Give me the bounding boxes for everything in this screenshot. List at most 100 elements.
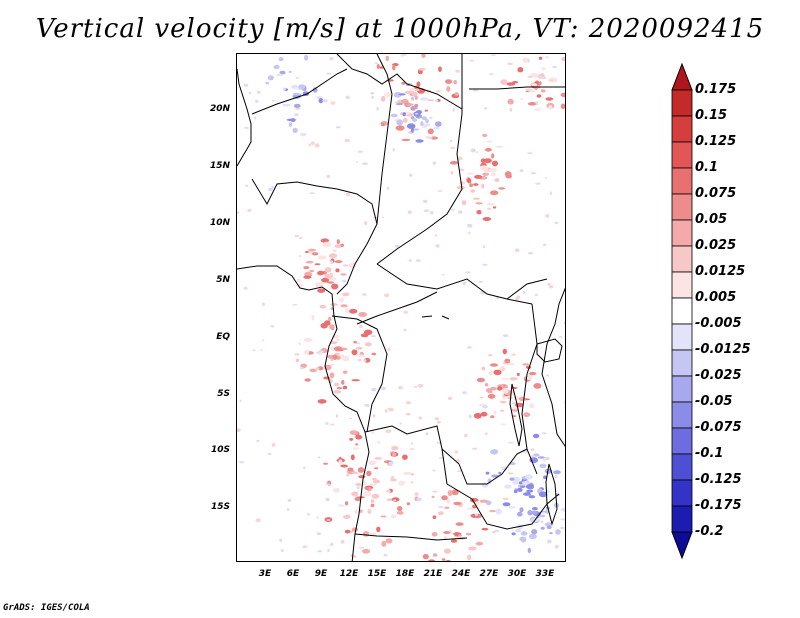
velocity-speck — [492, 531, 496, 534]
velocity-speck — [532, 507, 538, 511]
velocity-speck — [432, 553, 438, 557]
velocity-speck — [296, 278, 301, 283]
velocity-speck — [447, 396, 453, 401]
velocity-speck — [513, 489, 518, 494]
velocity-speck — [489, 370, 493, 377]
velocity-speck — [254, 116, 257, 120]
velocity-speck — [527, 59, 530, 63]
velocity-speck — [402, 454, 408, 460]
velocity-speck — [309, 368, 317, 373]
velocity-speck — [447, 490, 453, 497]
velocity-speck — [315, 367, 320, 371]
velocity-speck — [506, 82, 516, 86]
velocity-speck — [326, 174, 331, 179]
velocity-speck — [452, 108, 455, 112]
velocity-speck — [474, 174, 483, 179]
velocity-speck — [252, 349, 256, 352]
colorbar-label: -0.175 — [695, 498, 742, 513]
velocity-speck — [545, 56, 550, 59]
velocity-speck — [527, 509, 533, 516]
lake-malawi — [545, 463, 558, 526]
velocity-speck — [459, 181, 465, 185]
velocity-speck — [383, 553, 388, 557]
velocity-speck — [537, 75, 541, 79]
velocity-speck — [268, 187, 273, 192]
velocity-speck — [350, 454, 355, 461]
velocity-speck — [355, 434, 363, 440]
velocity-speck — [493, 369, 502, 376]
velocity-speck — [238, 461, 245, 464]
velocity-speck — [358, 312, 367, 317]
velocity-speck — [363, 491, 372, 497]
velocity-speck — [276, 73, 284, 77]
velocity-speck — [417, 68, 426, 71]
velocity-speck — [547, 283, 551, 286]
velocity-speck — [530, 510, 538, 515]
velocity-speck — [271, 185, 274, 189]
velocity-speck — [334, 244, 343, 248]
velocity-speck — [349, 430, 358, 435]
velocity-speck — [349, 308, 358, 314]
velocity-speck — [533, 383, 542, 389]
velocity-speck — [280, 549, 284, 552]
border-libya — [336, 54, 463, 110]
velocity-speck — [376, 526, 381, 533]
velocity-speck — [418, 416, 423, 420]
velocity-speck — [491, 160, 499, 167]
velocity-speck — [411, 96, 415, 101]
velocity-speck — [398, 93, 406, 96]
velocity-speck — [543, 243, 547, 247]
velocity-speck — [335, 126, 341, 129]
velocity-speck — [330, 101, 336, 105]
border-tiny-2 — [441, 315, 450, 320]
border-angola — [364, 425, 528, 485]
velocity-speck — [548, 105, 553, 110]
velocity-speck — [398, 386, 403, 390]
colorbar-label: -0.2 — [695, 524, 724, 539]
velocity-speck — [352, 447, 360, 450]
velocity-speck — [535, 182, 541, 185]
velocity-speck — [530, 83, 538, 87]
velocity-speck — [257, 90, 261, 94]
colorbar-label: -0.0125 — [695, 342, 751, 357]
velocity-speck — [494, 178, 500, 182]
velocity-speck — [414, 492, 419, 496]
colorbar-segment — [671, 375, 693, 403]
velocity-speck — [467, 554, 472, 561]
colorbar-label: 0.025 — [695, 238, 737, 253]
velocity-speck — [435, 90, 441, 93]
grads-credit: GrADS: IGES/COLA — [3, 603, 90, 613]
velocity-speck — [360, 333, 369, 338]
velocity-speck — [414, 103, 419, 108]
velocity-speck — [468, 231, 471, 235]
velocity-speck — [535, 101, 539, 106]
velocity-speck — [299, 236, 303, 240]
velocity-speck — [530, 455, 535, 458]
velocity-speck — [512, 415, 517, 418]
velocity-speck — [271, 99, 275, 102]
velocity-speck — [453, 80, 457, 85]
velocity-speck — [322, 99, 328, 103]
velocity-speck — [438, 505, 444, 508]
velocity-speck — [390, 113, 398, 118]
velocity-speck — [528, 484, 534, 490]
velocity-speck — [449, 532, 454, 534]
velocity-speck — [303, 275, 312, 279]
velocity-speck — [453, 501, 461, 506]
velocity-speck — [359, 324, 363, 329]
border-sudan — [376, 54, 463, 265]
velocity-speck — [545, 214, 550, 218]
velocity-speck — [449, 529, 452, 533]
velocity-speck — [467, 178, 472, 184]
velocity-speck — [540, 89, 546, 93]
velocity-speck — [351, 379, 360, 382]
velocity-speck — [278, 57, 284, 62]
velocity-speck — [402, 112, 406, 117]
velocity-speck — [530, 72, 539, 78]
velocity-speck — [541, 67, 546, 70]
velocity-speck — [533, 453, 540, 457]
velocity-speck — [455, 532, 459, 537]
velocity-speck — [317, 255, 327, 260]
velocity-speck — [512, 406, 518, 410]
velocity-speck — [384, 293, 390, 298]
